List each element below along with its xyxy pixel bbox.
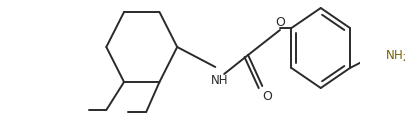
Text: O: O: [274, 15, 284, 29]
Text: O: O: [262, 89, 272, 102]
Text: NH$_2$: NH$_2$: [384, 48, 405, 64]
Text: NH: NH: [211, 73, 228, 86]
